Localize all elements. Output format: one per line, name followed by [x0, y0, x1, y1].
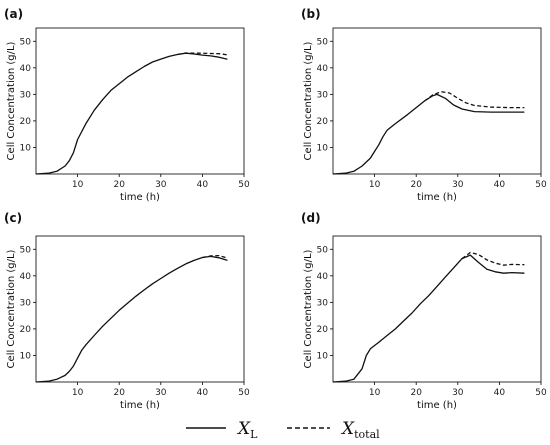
- x-tick-label: 30: [452, 180, 464, 190]
- x-tick-label: 50: [535, 388, 547, 398]
- panel-label: (d): [301, 211, 321, 225]
- y-tick-label: 10: [317, 351, 329, 361]
- y-tick-label: 10: [317, 143, 329, 153]
- x-axis-label: time (h): [120, 400, 160, 411]
- y-tick-label: 40: [317, 272, 329, 282]
- x-tick-label: 10: [369, 388, 381, 398]
- panel-label: (a): [4, 7, 23, 21]
- y-axis-label: Cell Concentration (g/L): [6, 249, 17, 368]
- y-tick-label: 30: [20, 298, 32, 308]
- legend-label-Xtotal: Xtotal: [340, 419, 380, 441]
- y-tick-label: 30: [317, 90, 329, 100]
- x-axis-label: time (h): [417, 400, 457, 411]
- y-axis-label: Cell Concentration (g/L): [6, 41, 17, 160]
- x-axis-label: time (h): [417, 192, 457, 203]
- x-tick-label: 30: [155, 180, 167, 190]
- x-tick-label: 30: [155, 388, 167, 398]
- x-tick-label: 30: [452, 388, 464, 398]
- x-tick-label: 40: [494, 180, 506, 190]
- x-tick-label: 20: [113, 180, 125, 190]
- chart-panel-1: (a) 10 20 30 40 50 10 20 30 40 50 time (h) Cell Conc…: [4, 7, 250, 203]
- axes-frame: [35, 235, 245, 383]
- series-line-Xtotal: [461, 251, 525, 266]
- y-tick-label: 50: [20, 37, 32, 47]
- y-tick-label: 40: [20, 64, 32, 74]
- x-tick-label: 10: [72, 388, 84, 398]
- panel-label: (c): [4, 211, 22, 225]
- chart-panel-4: (d) 10 20 30 40 50 10 20 30 40 50 time (h) Cell Conc…: [301, 211, 547, 411]
- y-tick-label: 30: [20, 90, 32, 100]
- y-tick-label: 20: [20, 117, 32, 127]
- x-tick-label: 40: [197, 388, 209, 398]
- chart-panel-2: (b) 10 20 30 40 50 10 20 30 40 50 time (h) Cell Conc…: [301, 7, 547, 203]
- axes-frame: [332, 235, 542, 383]
- y-tick-label: 50: [317, 245, 329, 255]
- legend-subscript: total: [354, 428, 380, 441]
- legend: XL Xtotal: [186, 419, 380, 441]
- y-tick-label: 30: [317, 298, 329, 308]
- y-tick-label: 10: [20, 351, 32, 361]
- x-tick-label: 50: [535, 180, 547, 190]
- x-tick-label: 50: [238, 180, 250, 190]
- series-line-Xtotal: [424, 91, 525, 109]
- y-tick-label: 40: [20, 272, 32, 282]
- x-tick-label: 10: [72, 180, 84, 190]
- series-line-Xtotal: [177, 52, 228, 56]
- x-tick-label: 50: [238, 388, 250, 398]
- series-line-XL: [35, 255, 228, 383]
- y-tick-label: 50: [20, 245, 32, 255]
- legend-symbol: X: [340, 419, 355, 439]
- series-line-XL: [332, 254, 525, 383]
- x-tick-label: 40: [197, 180, 209, 190]
- x-tick-label: 10: [369, 180, 381, 190]
- y-axis-label: Cell Concentration (g/L): [303, 249, 314, 368]
- series-line-Xtotal: [202, 254, 228, 259]
- x-tick-label: 20: [410, 388, 422, 398]
- axes-frame: [332, 27, 542, 175]
- y-tick-label: 10: [20, 143, 32, 153]
- legend-label-XL: XL: [236, 419, 258, 441]
- series-line-XL: [332, 93, 525, 175]
- chart-panel-3: (c) 10 20 30 40 50 10 20 30 40 50 time (h) Cell Conc…: [4, 211, 250, 411]
- y-tick-label: 40: [317, 64, 329, 74]
- y-tick-label: 20: [317, 325, 329, 335]
- y-tick-label: 20: [317, 117, 329, 127]
- y-tick-label: 20: [20, 325, 32, 335]
- panel-label: (b): [301, 7, 321, 21]
- x-tick-label: 20: [113, 388, 125, 398]
- x-tick-label: 20: [410, 180, 422, 190]
- y-axis-label: Cell Concentration (g/L): [303, 41, 314, 160]
- x-axis-label: time (h): [120, 192, 160, 203]
- y-tick-label: 50: [317, 37, 329, 47]
- axes-frame: [35, 27, 245, 175]
- legend-symbol: X: [236, 419, 251, 439]
- x-tick-label: 40: [494, 388, 506, 398]
- legend-subscript: L: [250, 428, 258, 441]
- series-line-XL: [35, 52, 228, 175]
